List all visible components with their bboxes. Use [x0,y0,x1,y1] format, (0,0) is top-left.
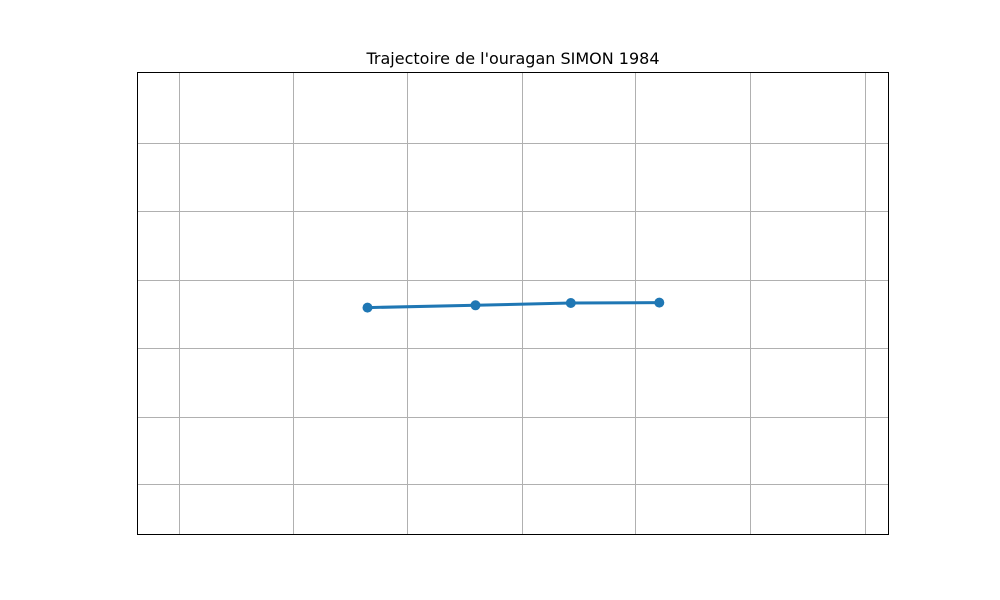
track-point-marker [565,298,576,308]
chart-title: Trajectoire de l'ouragan SIMON 1984 [365,49,659,68]
track-line [366,301,661,310]
data-series [362,297,665,313]
track-point-marker [654,297,665,308]
track-point-marker [470,300,481,311]
plot-frame [137,72,889,535]
track-point-marker [362,302,373,313]
